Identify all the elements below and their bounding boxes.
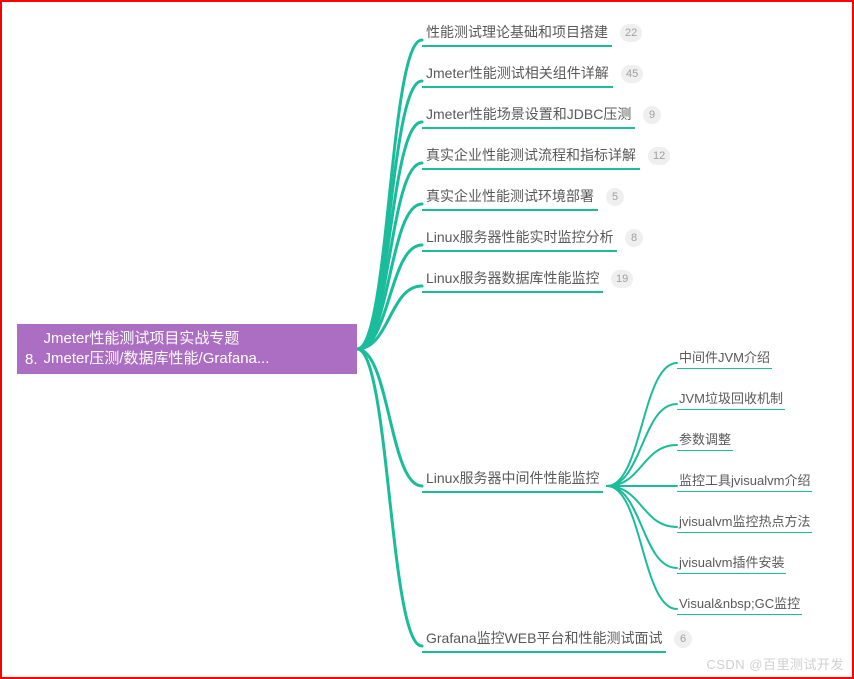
level2-node[interactable]: Visual&nbsp;GC监控 bbox=[677, 593, 802, 615]
count-badge: 6 bbox=[674, 630, 692, 648]
level1-node[interactable]: 真实企业性能测试流程和指标详解 bbox=[422, 145, 640, 170]
mindmap-frame: 8. Jmeter性能测试项目实战专题 Jmeter压测/数据库性能/Grafa… bbox=[0, 0, 854, 679]
count-badge: 8 bbox=[625, 229, 643, 247]
count-badge: 19 bbox=[611, 270, 633, 288]
root-number: 8. bbox=[25, 351, 38, 374]
level1-node[interactable]: Jmeter性能场景设置和JDBC压测 bbox=[422, 104, 635, 129]
level2-node[interactable]: jvisualvm监控热点方法 bbox=[677, 511, 812, 533]
level1-node[interactable]: Jmeter性能测试相关组件详解 bbox=[422, 63, 613, 88]
level1-node[interactable]: Linux服务器中间件性能监控 bbox=[422, 468, 603, 493]
level2-node[interactable]: 参数调整 bbox=[677, 429, 733, 451]
level1-node[interactable]: Linux服务器性能实时监控分析 bbox=[422, 227, 617, 252]
root-line1: Jmeter性能测试项目实战专题 bbox=[44, 330, 240, 347]
level1-node[interactable]: Grafana监控WEB平台和性能测试面试 bbox=[422, 628, 666, 653]
level2-node[interactable]: JVM垃圾回收机制 bbox=[677, 388, 785, 410]
count-badge: 5 bbox=[606, 188, 624, 206]
level1-node[interactable]: Linux服务器数据库性能监控 bbox=[422, 268, 603, 293]
count-badge: 12 bbox=[648, 147, 670, 165]
level2-node[interactable]: jvisualvm插件安装 bbox=[677, 552, 786, 574]
count-badge: 22 bbox=[620, 24, 642, 42]
level2-node[interactable]: 监控工具jvisualvm介绍 bbox=[677, 470, 812, 492]
root-line2: Jmeter压测/数据库性能/Grafana... bbox=[44, 350, 270, 367]
level2-node[interactable]: 中间件JVM介绍 bbox=[677, 347, 772, 369]
root-title: Jmeter性能测试项目实战专题 Jmeter压测/数据库性能/Grafana.… bbox=[44, 329, 270, 370]
level1-node[interactable]: 性能测试理论基础和项目搭建 bbox=[422, 22, 612, 47]
count-badge: 45 bbox=[621, 65, 643, 83]
level1-node[interactable]: 真实企业性能测试环境部署 bbox=[422, 186, 598, 211]
count-badge: 9 bbox=[643, 106, 661, 124]
root-node[interactable]: 8. Jmeter性能测试项目实战专题 Jmeter压测/数据库性能/Grafa… bbox=[17, 324, 357, 374]
watermark-text: CSDN @百里测试开发 bbox=[706, 654, 844, 673]
